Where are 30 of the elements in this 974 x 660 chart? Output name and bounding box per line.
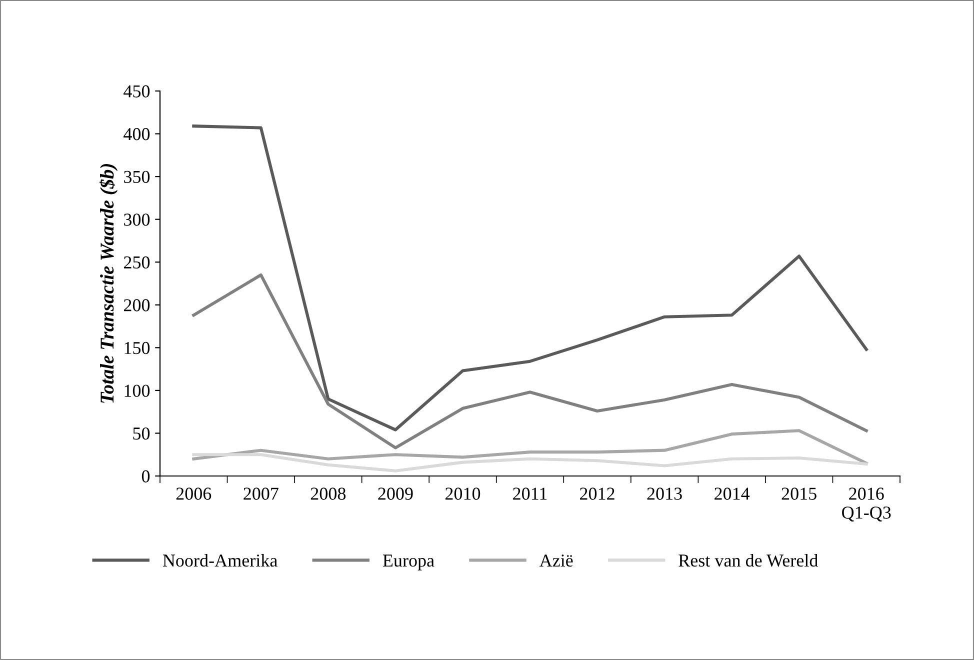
x-tick-label: 2008 [310,488,346,500]
x-tick-label: 2015 [782,488,816,500]
y-tick-label: 250 [124,256,150,269]
line-series [192,453,868,472]
line-series [192,273,868,450]
y-tick-label: 300 [124,214,150,226]
y-tick-label: 450 [124,85,150,98]
x-tick-label: 2007 [244,488,278,500]
x-tick-label: 2011 [513,488,547,500]
x-tick-label: 2012 [580,488,614,500]
y-axis-title: Totale Transactie Waarde ($b) [99,164,118,403]
legend-label: Noord-Amerika [162,554,278,567]
y-tick-label: 400 [124,128,150,140]
y-tick-label: 350 [124,170,150,183]
x-tick-label: 2016 Q1-Q3 [842,488,891,522]
legend-label: Europa [382,554,434,570]
x-tick-label: 2013 [647,488,682,500]
y-tick-label: 0 [142,470,150,482]
y-tick-label: 100 [124,384,150,397]
x-tick-label: 2014 [714,488,750,500]
x-tick-label: 2009 [378,488,413,500]
x-tick-label: 2006 [176,488,212,500]
y-tick-label: 50 [133,427,150,440]
line-series [192,429,868,465]
legend-label: Azië [539,554,573,567]
line-series [192,124,868,432]
x-tick-label: 2010 [445,488,480,500]
y-tick-label: 200 [124,299,150,312]
y-tick-label: 150 [124,342,150,354]
legend-label: Rest van de Wereld [678,554,818,567]
